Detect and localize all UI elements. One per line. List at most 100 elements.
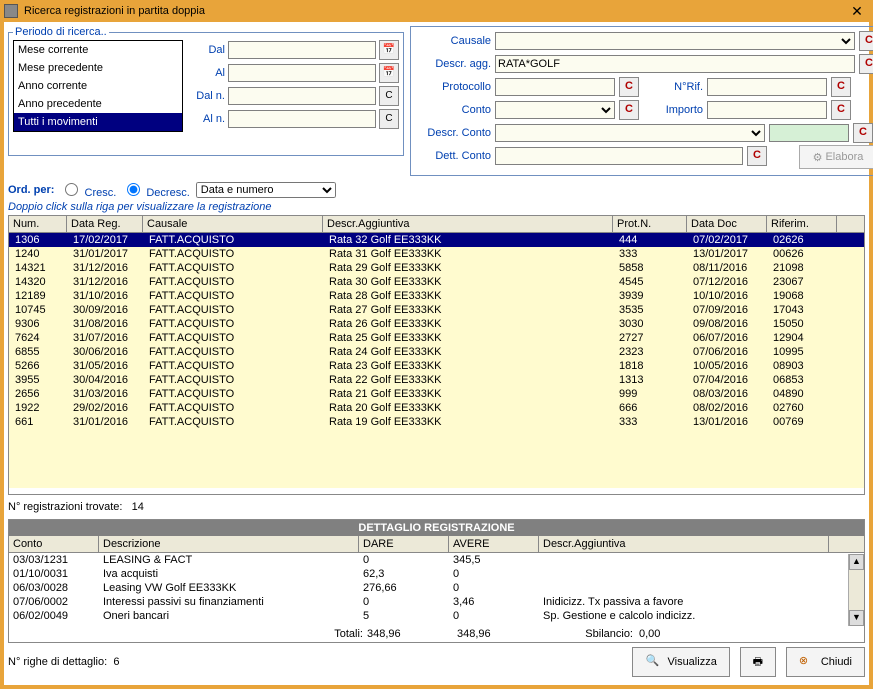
radio-cresc[interactable]: Cresc.: [60, 180, 116, 199]
input-al[interactable]: [228, 64, 376, 82]
table-row[interactable]: 265631/03/2016FATT.ACQUISTORata 21 Golf …: [9, 387, 864, 401]
detail-count: N° righe di dettaglio: 6: [8, 656, 119, 668]
detail-row[interactable]: 06/03/0028Leasing VW Golf EE333KK276,660: [9, 581, 864, 595]
table-row[interactable]: 130617/02/2017FATT.ACQUISTORata 32 Golf …: [9, 233, 864, 247]
col-datareg[interactable]: Data Reg.: [67, 216, 143, 232]
detail-box: DETTAGLIO REGISTRAZIONE Conto Descrizion…: [8, 519, 865, 643]
col-causale[interactable]: Causale: [143, 216, 323, 232]
radio-decresc[interactable]: Decresc.: [122, 180, 189, 199]
titlebar: Ricerca registrazioni in partita doppia …: [0, 0, 873, 22]
table-row[interactable]: 1432131/12/2016FATT.ACQUISTORata 29 Golf…: [9, 261, 864, 275]
label-conto: Conto: [417, 104, 491, 116]
table-row[interactable]: 685530/06/2016FATT.ACQUISTORata 24 Golf …: [9, 345, 864, 359]
clear-protocollo-button[interactable]: C: [619, 77, 639, 97]
periodo-legend: Periodo di ricerca..: [13, 26, 109, 38]
periodo-item[interactable]: Mese precedente: [14, 59, 182, 77]
clear-descragg-button[interactable]: C: [859, 54, 873, 74]
table-row[interactable]: 930631/08/2016FATT.ACQUISTORata 26 Golf …: [9, 317, 864, 331]
detail-header: Conto Descrizione DARE AVERE Descr.Aggiu…: [9, 536, 864, 553]
periodo-item[interactable]: Anno precedente: [14, 95, 182, 113]
table-row[interactable]: 1432031/12/2016FATT.ACQUISTORata 30 Golf…: [9, 275, 864, 289]
label-protocollo: Protocollo: [417, 81, 491, 93]
close-icon[interactable]: ✕: [845, 3, 869, 20]
input-descragg[interactable]: [495, 55, 855, 73]
detail-grid[interactable]: Conto Descrizione DARE AVERE Descr.Aggiu…: [9, 536, 864, 626]
label-dettconto: Dett. Conto: [417, 150, 491, 162]
chiudi-button[interactable]: ⊗ Chiudi: [786, 647, 865, 677]
label-importo: Importo: [643, 104, 703, 116]
input-daln[interactable]: [228, 87, 376, 105]
table-row[interactable]: 762431/07/2016FATT.ACQUISTORata 25 Golf …: [9, 331, 864, 345]
label-dal: Dal: [189, 44, 225, 56]
table-row[interactable]: 124031/01/2017FATT.ACQUISTORata 31 Golf …: [9, 247, 864, 261]
input-nrif[interactable]: [707, 78, 827, 96]
col-datadoc[interactable]: Data Doc: [687, 216, 767, 232]
select-causale[interactable]: [495, 32, 855, 50]
order-row: Ord. per: Cresc. Decresc. Data e numero: [8, 180, 865, 199]
periodo-list[interactable]: Mese correnteMese precedenteAnno corrent…: [13, 40, 183, 132]
periodo-item[interactable]: Tutti i movimenti: [14, 113, 182, 131]
periodo-item[interactable]: Mese corrente: [14, 41, 182, 59]
order-label: Ord. per:: [8, 184, 54, 196]
grid-hint: Doppio click sulla riga per visualizzare…: [8, 201, 865, 213]
scroll-up-icon[interactable]: ▲: [849, 554, 864, 570]
close-red-icon: ⊗: [799, 654, 815, 670]
table-row[interactable]: 1074530/09/2016FATT.ACQUISTORata 27 Golf…: [9, 303, 864, 317]
label-nrif: N°Rif.: [643, 81, 703, 93]
col-prot[interactable]: Prot.N.: [613, 216, 687, 232]
label-causale: Causale: [417, 35, 491, 47]
input-descrconto-extra[interactable]: [769, 124, 849, 142]
filters-group: Causale C Descr. agg. C Protocollo C N°R…: [410, 26, 873, 176]
table-row[interactable]: 192229/02/2016FATT.ACQUISTORata 20 Golf …: [9, 401, 864, 415]
detail-row[interactable]: 03/03/1231LEASING & FACT0345,5: [9, 553, 864, 567]
main-panel: Periodo di ricerca.. Mese correnteMese p…: [4, 22, 869, 685]
input-importo[interactable]: [707, 101, 827, 119]
table-row[interactable]: 1218931/10/2016FATT.ACQUISTORata 28 Golf…: [9, 289, 864, 303]
table-row[interactable]: 66131/01/2016FATT.ACQUISTORata 19 Golf E…: [9, 415, 864, 429]
magnifier-icon: 🔍: [645, 654, 661, 670]
clear-dettconto-button[interactable]: C: [747, 146, 767, 166]
cal-al-icon[interactable]: 📅: [379, 63, 399, 83]
clear-daln-button[interactable]: C: [379, 86, 399, 106]
label-descrconto: Descr. Conto: [417, 127, 491, 139]
detail-row[interactable]: 06/02/0049Oneri bancari50Sp. Gestione e …: [9, 609, 864, 623]
input-protocollo[interactable]: [495, 78, 615, 96]
detail-row[interactable]: 07/06/0002Interessi passivi su finanziam…: [9, 595, 864, 609]
select-conto[interactable]: [495, 101, 615, 119]
select-descrconto[interactable]: [495, 124, 765, 142]
label-aln: Al n.: [189, 113, 225, 125]
registrations-grid[interactable]: Num. Data Reg. Causale Descr.Aggiuntiva …: [8, 215, 865, 495]
label-al: Al: [189, 67, 225, 79]
totals-row: Totali: 348,96 348,96 Sbilancio: 0,00: [9, 626, 864, 642]
elabora-button[interactable]: ⚙ Elabora: [799, 145, 873, 169]
table-row[interactable]: 395530/04/2016FATT.ACQUISTORata 22 Golf …: [9, 373, 864, 387]
periodo-item[interactable]: Anno corrente: [14, 77, 182, 95]
input-aln[interactable]: [228, 110, 376, 128]
label-daln: Dal n.: [189, 90, 225, 102]
col-num[interactable]: Num.: [9, 216, 67, 232]
printer-icon: 🖶: [753, 653, 763, 672]
clear-conto-button[interactable]: C: [619, 100, 639, 120]
visualizza-button[interactable]: 🔍 Visualizza: [632, 647, 729, 677]
print-button[interactable]: 🖶: [740, 647, 776, 677]
input-dal[interactable]: [228, 41, 376, 59]
clear-descrconto-button[interactable]: C: [853, 123, 873, 143]
cal-dal-icon[interactable]: 📅: [379, 40, 399, 60]
clear-causale-button[interactable]: C: [859, 31, 873, 51]
input-dettconto[interactable]: [495, 147, 743, 165]
window-title: Ricerca registrazioni in partita doppia: [24, 5, 845, 17]
col-descr[interactable]: Descr.Aggiuntiva: [323, 216, 613, 232]
order-combo[interactable]: Data e numero: [196, 182, 336, 198]
detail-scrollbar[interactable]: ▲ ▼: [848, 554, 864, 626]
label-descragg: Descr. agg.: [417, 58, 491, 70]
col-rif[interactable]: Riferim.: [767, 216, 837, 232]
clear-aln-button[interactable]: C: [379, 109, 399, 129]
detail-row[interactable]: 01/10/0031Iva acquisti62,30: [9, 567, 864, 581]
scroll-down-icon[interactable]: ▼: [849, 610, 864, 626]
detail-title: DETTAGLIO REGISTRAZIONE: [9, 520, 864, 536]
clear-nrif-button[interactable]: C: [831, 77, 851, 97]
grid-header: Num. Data Reg. Causale Descr.Aggiuntiva …: [9, 216, 864, 233]
clear-importo-button[interactable]: C: [831, 100, 851, 120]
app-icon: [4, 4, 18, 18]
table-row[interactable]: 526631/05/2016FATT.ACQUISTORata 23 Golf …: [9, 359, 864, 373]
